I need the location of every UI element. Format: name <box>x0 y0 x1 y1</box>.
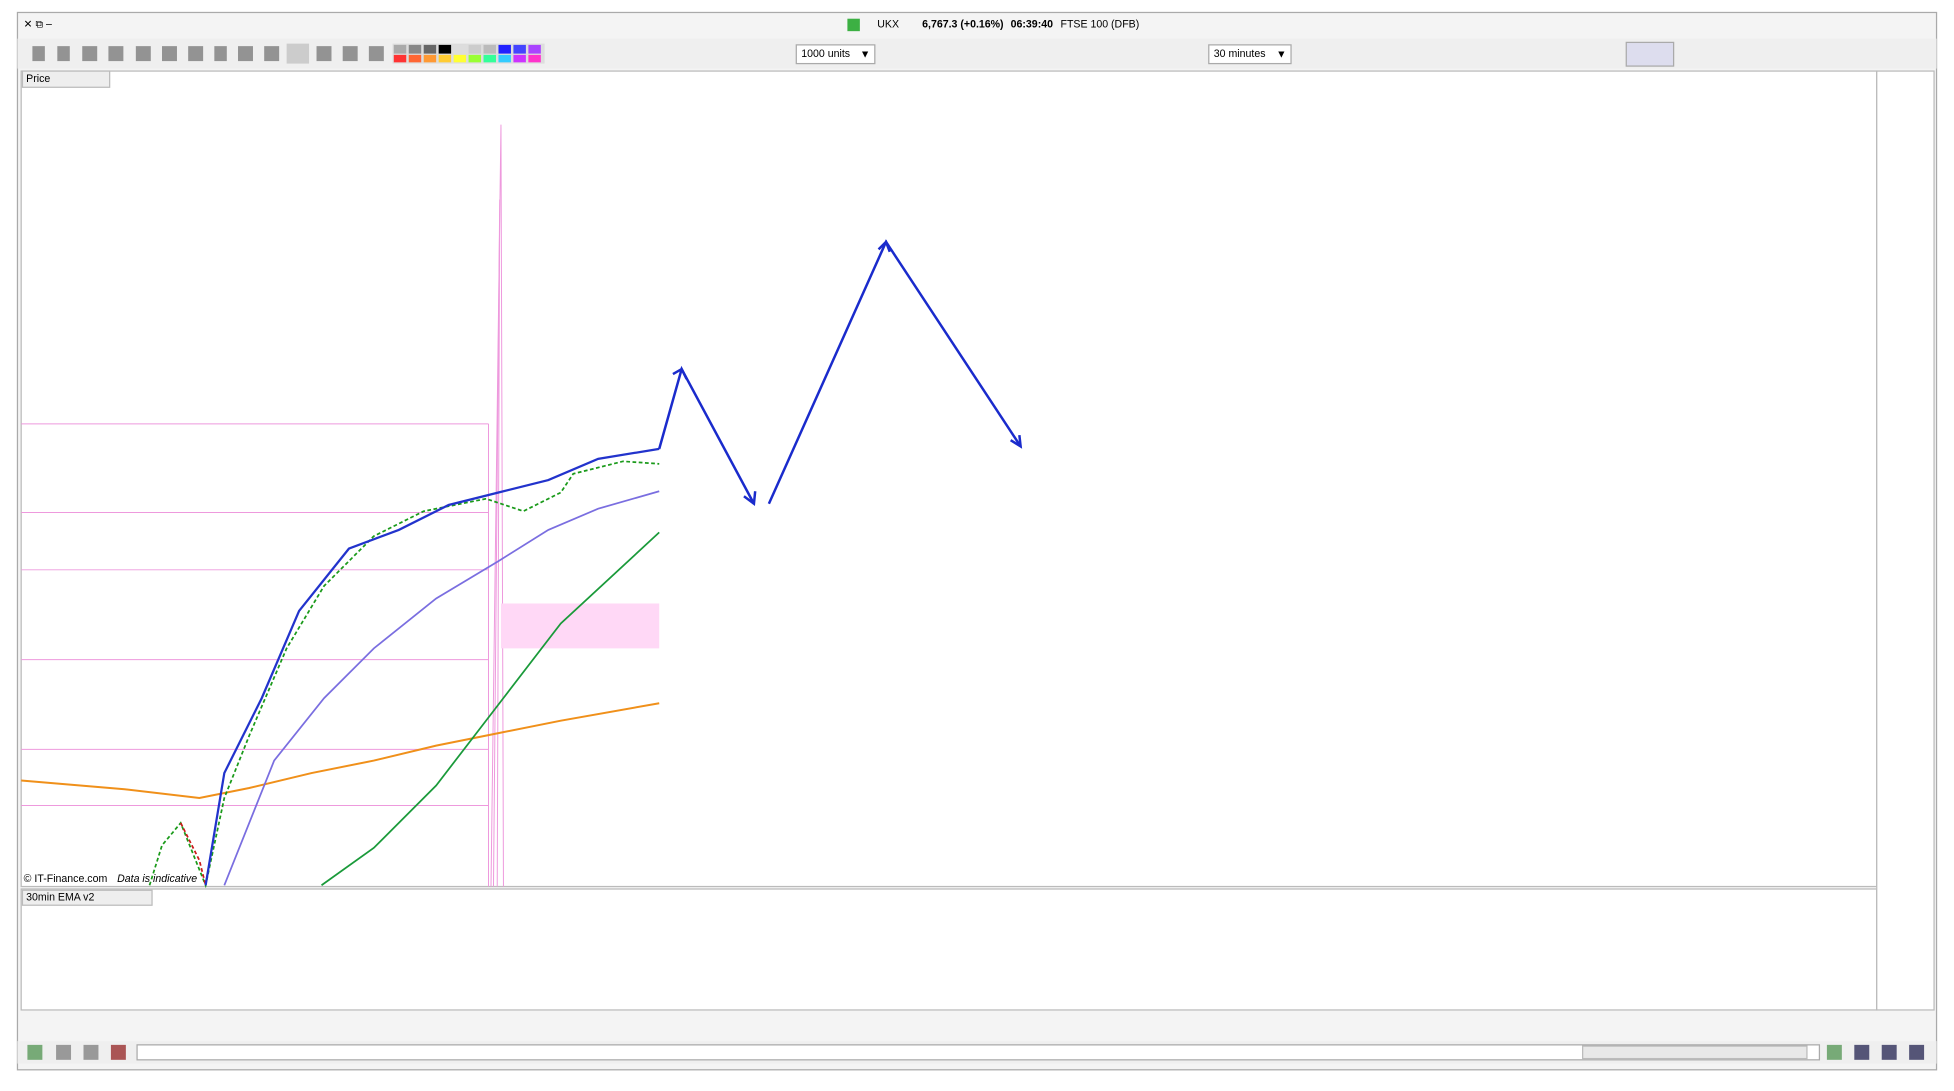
scroll-thumb[interactable] <box>1582 1045 1808 1060</box>
tool-icon[interactable] <box>135 46 151 62</box>
clock: 06:39:40 <box>1011 19 1053 31</box>
symbol-icon <box>847 18 860 32</box>
tool-icon[interactable] <box>264 46 280 62</box>
toolbar-bg <box>17 38 1937 69</box>
price-plot-area <box>20 70 1878 888</box>
tool-icon[interactable] <box>82 46 98 62</box>
scrollbar[interactable] <box>136 1044 1821 1061</box>
size-dropdown[interactable] <box>795 44 876 65</box>
prior-pivot-lines <box>21 124 504 887</box>
status-icon[interactable] <box>110 1044 126 1060</box>
zoom-icon[interactable] <box>1826 1044 1842 1060</box>
price-axis <box>1876 70 1935 1011</box>
tool-icon[interactable] <box>342 46 358 62</box>
disclaimer: Data is indicative <box>117 873 197 885</box>
size-value: 1000 units <box>801 48 850 60</box>
indicator-plot-area <box>20 888 1878 1011</box>
dropdown-arrow: ▼ <box>1276 49 1286 61</box>
zoom-icon[interactable] <box>1881 1044 1897 1060</box>
interval-value: 30 minutes <box>1214 48 1266 60</box>
status-icon[interactable] <box>27 1044 43 1060</box>
status-icon[interactable] <box>56 1044 72 1060</box>
zoom-icon[interactable] <box>1854 1044 1870 1060</box>
toolbar: 1000 units ▼ 30 minutes ▼ <box>17 38 1937 69</box>
indicator-tab[interactable] <box>21 889 153 906</box>
color-palette[interactable] <box>392 43 545 64</box>
tool-icon[interactable] <box>32 46 45 62</box>
price-panel-tab[interactable] <box>21 70 111 88</box>
status-icon[interactable] <box>83 1044 99 1060</box>
indicator-title: 30min EMA v2 <box>26 892 94 904</box>
pivot-zone <box>500 603 660 649</box>
tool-icon[interactable] <box>214 46 227 62</box>
title-bar: ✕ ⧉ – UKX 6,767.3 (+0.16%) 06:39:40 FTSE… <box>24 18 1139 32</box>
interval-dropdown[interactable] <box>1208 44 1292 65</box>
tool-icon[interactable] <box>368 46 384 62</box>
user-drawn-arrows[interactable] <box>658 239 1023 507</box>
tool-icon-active[interactable] <box>286 43 310 64</box>
symbol: UKX <box>877 19 899 31</box>
zoom-icon[interactable] <box>1909 1044 1925 1060</box>
instrument-name: FTSE 100 (DFB) <box>1060 19 1139 31</box>
status-bar <box>17 1041 1937 1064</box>
tool-icon[interactable] <box>162 46 177 62</box>
chart-type-button[interactable] <box>1625 41 1675 67</box>
quote: 6,767.3 (+0.16%) <box>922 19 1003 31</box>
price-panel-title: Price <box>26 73 50 85</box>
tool-icon[interactable] <box>316 46 332 62</box>
watermark: © IT-Finance.com <box>24 873 108 885</box>
dropdown-arrow: ▼ <box>860 49 870 61</box>
window-controls[interactable]: ✕ ⧉ – <box>24 19 52 31</box>
tool-icon[interactable] <box>238 46 253 62</box>
indicator-lines <box>21 447 660 889</box>
tool-icon[interactable] <box>108 46 124 62</box>
tool-icon[interactable] <box>188 46 204 62</box>
tool-icon[interactable] <box>57 46 70 62</box>
